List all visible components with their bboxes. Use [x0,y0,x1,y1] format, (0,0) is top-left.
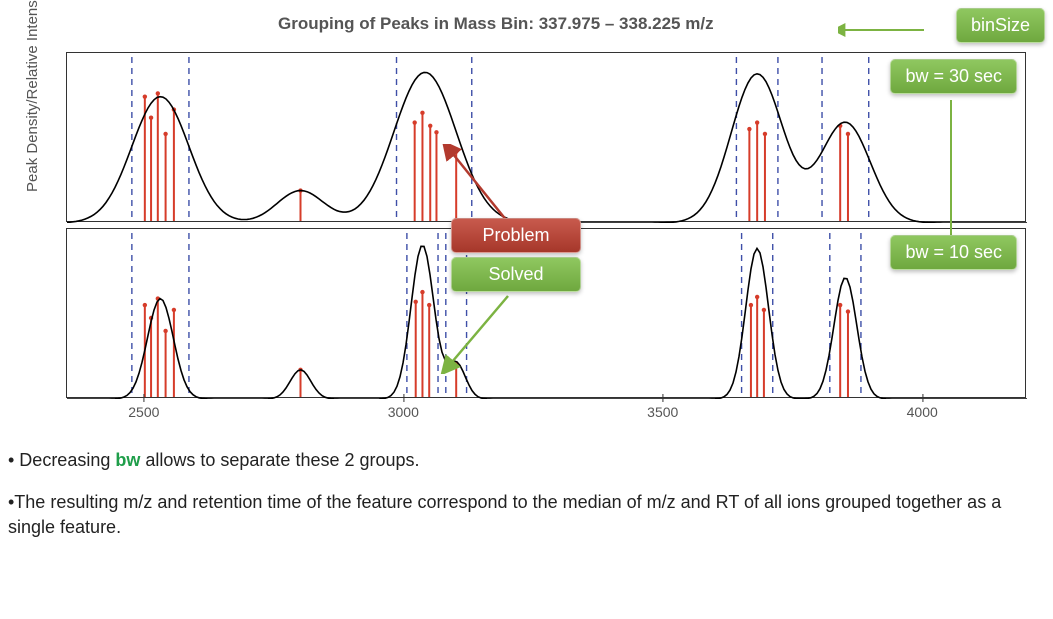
bullet-1: • Decreasing bw allows to separate these… [8,448,1045,472]
x-tick: 4000 [907,404,938,420]
chart-title: Grouping of Peaks in Mass Bin: 337.975 –… [278,14,714,34]
binSize-arrow [838,20,928,40]
title-row: Grouping of Peaks in Mass Bin: 337.975 –… [8,8,1045,48]
bullet-2: •The resulting m/z and retention time of… [8,490,1045,539]
problem-solved-block: Problem Solved [451,218,581,296]
bullet-1-pre: • Decreasing [8,450,115,470]
bullet-1-post: allows to separate these 2 groups. [140,450,419,470]
panel-bw30: bw = 30 sec [66,52,1026,222]
solved-badge: Solved [451,257,581,292]
binSize-badge: binSize [956,8,1045,43]
figure-container: Grouping of Peaks in Mass Bin: 337.975 –… [8,8,1045,539]
problem-badge: Problem [451,218,581,253]
bw-keyword: bw [115,450,140,470]
x-tick: 3500 [647,404,678,420]
x-tick: 2500 [128,404,159,420]
solved-arrow [436,288,526,374]
x-tick: 3000 [388,404,419,420]
caption-bullets: • Decreasing bw allows to separate these… [8,448,1045,539]
plot-area: Peak Density/Relative Intensity bw = 30 … [66,52,1026,434]
bw30-badge: bw = 30 sec [890,59,1017,94]
x-axis: 2500 3000 3500 4000 [66,404,1026,434]
y-axis-label: Peak Density/Relative Intensity [24,0,41,192]
bw10-badge: bw = 10 sec [890,235,1017,270]
